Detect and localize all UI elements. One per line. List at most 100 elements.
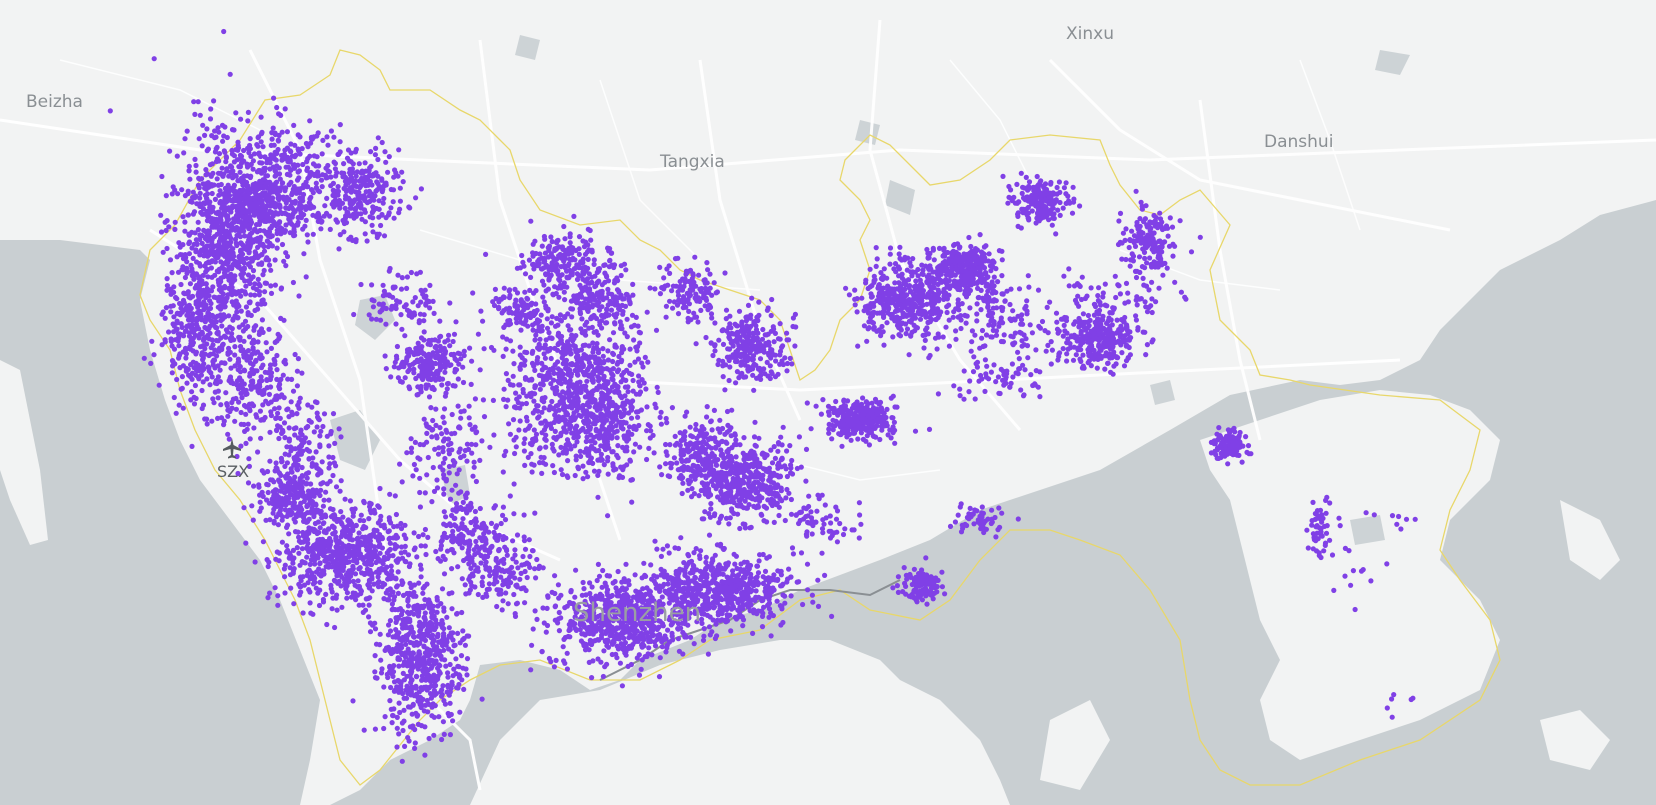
data-point [412, 740, 418, 746]
data-point [428, 405, 434, 411]
data-point [381, 684, 387, 690]
data-point [295, 219, 301, 225]
data-point [255, 134, 261, 141]
data-point [430, 417, 436, 424]
data-point [277, 415, 283, 421]
data-point [514, 600, 521, 606]
data-point [655, 389, 661, 395]
data-point [214, 330, 220, 336]
data-point [395, 272, 401, 278]
data-point [241, 381, 247, 387]
data-point [243, 304, 249, 310]
data-point [417, 651, 423, 657]
data-point [156, 382, 162, 388]
data-point [180, 405, 186, 411]
data-point [447, 700, 453, 706]
data-point [259, 252, 265, 258]
data-point [402, 543, 408, 550]
data-point [160, 309, 166, 315]
data-point [405, 598, 411, 604]
data-point [288, 399, 294, 405]
data-point [205, 253, 211, 259]
data-point [406, 738, 412, 744]
data-point [288, 167, 294, 173]
data-point [405, 625, 411, 631]
data-point [446, 646, 452, 652]
data-point [425, 709, 431, 715]
data-point [306, 448, 313, 454]
data-point [392, 167, 398, 173]
data-point [400, 179, 406, 185]
data-point [235, 143, 241, 149]
data-point [225, 413, 231, 419]
data-point [353, 523, 359, 529]
data-point [186, 251, 192, 257]
data-point [573, 349, 580, 355]
data-point [186, 168, 192, 174]
data-point [337, 139, 343, 145]
city-boundary [139, 49, 1501, 786]
data-point [388, 520, 394, 526]
data-point [223, 159, 229, 165]
data-point [182, 328, 188, 334]
data-point [540, 382, 546, 388]
data-point [299, 559, 305, 565]
data-point [308, 557, 314, 563]
data-point [366, 585, 372, 591]
data-point [289, 376, 295, 382]
data-point [310, 134, 317, 140]
data-point [352, 506, 358, 512]
data-point [372, 510, 378, 516]
data-point [314, 171, 320, 177]
data-point [326, 497, 332, 503]
data-point [141, 355, 147, 361]
data-point [395, 569, 401, 575]
data-point [353, 239, 359, 245]
data-point [267, 517, 273, 523]
data-point [491, 347, 497, 353]
data-point [339, 558, 345, 564]
data-point [315, 519, 321, 525]
data-point [399, 361, 405, 367]
data-point [176, 240, 182, 246]
data-point [544, 316, 550, 322]
data-point [338, 509, 344, 515]
data-point [390, 606, 396, 612]
data-point [260, 539, 266, 545]
data-point [487, 444, 493, 450]
data-point [188, 397, 194, 403]
data-point [452, 369, 458, 375]
data-point [349, 166, 355, 172]
data-point [295, 132, 301, 138]
data-point [330, 595, 336, 601]
data-point [529, 442, 535, 448]
data-point [276, 405, 282, 411]
data-point [362, 160, 368, 166]
data-point [224, 219, 230, 225]
data-point [215, 395, 221, 401]
data-point [216, 129, 222, 135]
data-point [224, 240, 230, 246]
data-point [281, 395, 287, 401]
data-point [446, 332, 452, 338]
data-point [390, 199, 396, 205]
data-point [510, 417, 517, 423]
data-point [247, 300, 253, 306]
data-point [238, 443, 244, 449]
data-point [527, 391, 533, 397]
data-point [426, 735, 432, 742]
data-point [627, 346, 633, 352]
data-point [484, 593, 490, 599]
data-point [422, 583, 428, 590]
data-point [332, 166, 338, 172]
data-point [574, 380, 581, 386]
data-point [381, 233, 388, 239]
data-point [167, 257, 174, 263]
data-point [286, 425, 292, 431]
data-point [392, 493, 398, 499]
data-point [331, 204, 337, 210]
data-point [221, 252, 227, 258]
data-point [427, 282, 433, 288]
data-point [357, 185, 363, 191]
